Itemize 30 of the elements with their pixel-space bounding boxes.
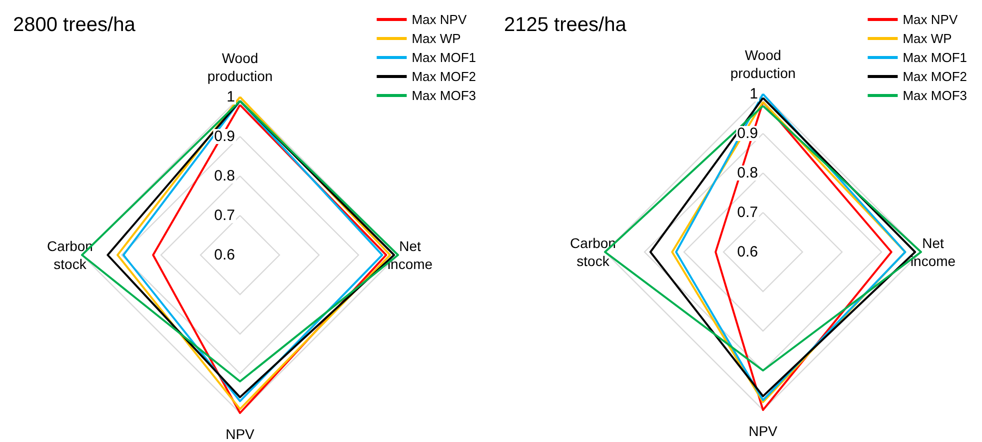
- spoke-label: Net income: [387, 238, 433, 272]
- y-tick-label: 0.6: [737, 244, 758, 260]
- spoke-label: Wood production: [207, 50, 273, 84]
- legend-label: Max NPV: [412, 12, 467, 27]
- legend-label: Max MOF1: [902, 50, 968, 65]
- spoke-label: NPV: [748, 423, 778, 439]
- spoke-label: Carbon stock: [570, 235, 616, 269]
- y-tick-label: 0.9: [214, 128, 235, 145]
- legend-label: Max WP: [902, 31, 952, 46]
- y-tick-label: 0.8: [214, 168, 235, 184]
- legend-label: Max MOF2: [412, 69, 476, 84]
- legend-label: Max MOF2: [902, 69, 968, 84]
- legend-label: Max WP: [412, 31, 461, 46]
- y-tick-label: 1: [750, 86, 758, 102]
- y-tick-label: 0.9: [737, 125, 758, 142]
- y-tick-label: 1: [226, 88, 235, 106]
- legend-label: Max MOF3: [412, 88, 476, 103]
- y-tick-label: 0.6: [214, 246, 235, 264]
- legend-label: Max MOF1: [412, 50, 476, 65]
- spoke-label: Wood production: [730, 47, 796, 81]
- chart-title: 2800 trees/ha: [13, 14, 136, 36]
- spoke-label: Carbon stock: [47, 238, 93, 272]
- legend-label: Max MOF3: [902, 88, 968, 103]
- y-tick-label: 0.7: [214, 207, 235, 224]
- y-tick-label: 0.7: [737, 204, 758, 221]
- y-tick-label: 0.8: [737, 164, 758, 182]
- legend-label: Max NPV: [902, 12, 958, 27]
- spoke-label: NPV: [226, 426, 256, 442]
- chart-title: 2125 trees/ha: [504, 14, 628, 36]
- spoke-label: Net income: [910, 235, 956, 269]
